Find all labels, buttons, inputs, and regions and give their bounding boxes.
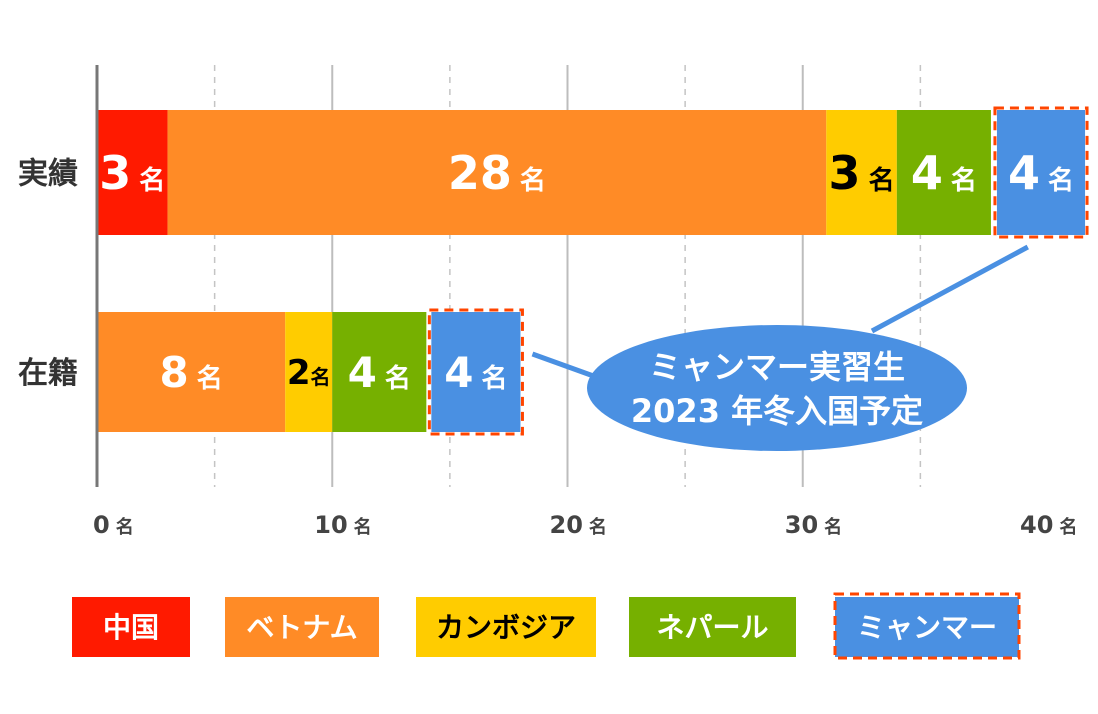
legend-label: ベトナム	[246, 611, 357, 644]
legend-swatch	[629, 597, 796, 657]
bar-segment	[97, 110, 168, 235]
data-label: 2名	[287, 353, 331, 393]
legend-label: カンボジア	[436, 611, 576, 644]
data-label-value: 2	[287, 353, 311, 393]
x-tick-unit: 名	[824, 516, 842, 538]
bar-segment	[167, 110, 827, 235]
data-label-value: 4	[911, 146, 943, 200]
data-label-unit: 名	[385, 363, 411, 394]
legend-label: ネパール	[656, 611, 768, 644]
bar-dashed-outline	[993, 106, 1089, 239]
data-label-value: 3	[99, 146, 131, 200]
legend-swatch	[72, 597, 190, 657]
data-label-value: 4	[444, 348, 473, 397]
callout-pointer	[870, 244, 1029, 334]
x-tick-value: 10	[314, 511, 347, 539]
callout-text: ミャンマー実習生	[649, 348, 905, 386]
x-tick-value: 20	[550, 511, 583, 539]
bar-segment	[285, 312, 333, 432]
data-label-unit: 名	[197, 363, 223, 394]
legend-label: ミャンマー	[857, 611, 997, 644]
callout-pointer	[531, 351, 600, 381]
data-label-value: 8	[159, 348, 188, 397]
callout-bubble	[587, 325, 967, 451]
legend-swatch	[225, 597, 379, 657]
data-label-value: 28	[448, 146, 512, 200]
x-tick-unit: 名	[354, 516, 372, 538]
data-label-unit: 名	[311, 365, 331, 389]
bar-segment	[97, 312, 286, 432]
data-label-unit: 名	[869, 165, 895, 196]
data-label-value: 4	[1008, 146, 1040, 200]
x-tick-unit: 名	[1059, 516, 1077, 538]
data-label-unit: 名	[520, 165, 546, 196]
callout: ミャンマー実習生 2023 年冬入国予定	[531, 244, 1029, 451]
bar-segment	[431, 312, 521, 432]
legend-item: 中国	[72, 597, 190, 657]
legend-item: ベトナム	[225, 597, 379, 657]
bar-segment	[996, 110, 1086, 235]
data-label-unit: 名	[951, 165, 977, 196]
legend-swatch	[416, 597, 596, 657]
x-tick-unit: 名	[116, 516, 134, 538]
x-tick-value: 40	[1020, 511, 1053, 539]
category-label: 在籍	[18, 356, 78, 391]
data-label-value: 4	[348, 348, 377, 397]
x-tick-value: 0	[93, 511, 110, 539]
data-label-unit: 名	[482, 363, 508, 394]
legend: 中国 ベトナム カンボジア ネパール ミャンマー	[72, 592, 1021, 660]
x-tick-label: 40 名	[1020, 511, 1077, 539]
legend-item: カンボジア	[416, 597, 596, 657]
legend-dashed-outline	[833, 592, 1021, 660]
data-label-unit: 名	[139, 165, 165, 196]
x-tick-label: 20 名	[550, 511, 607, 539]
x-tick-value: 30	[785, 511, 818, 539]
bar-dashed-outline	[427, 308, 524, 436]
legend-swatch	[835, 597, 1019, 657]
data-label-unit: 名	[1048, 165, 1074, 196]
callout-text: 2023 年冬入国予定	[631, 392, 923, 430]
bar-segment	[332, 312, 427, 432]
x-tick-label: 10 名	[314, 511, 371, 539]
bar-segment	[826, 110, 897, 235]
data-label: 28 名	[448, 146, 546, 200]
x-tick-label: 30 名	[785, 511, 842, 539]
legend-item: ミャンマー	[833, 592, 1021, 660]
bar-segment	[896, 110, 991, 235]
legend-label: 中国	[103, 611, 159, 644]
category-label: 実績	[18, 157, 78, 192]
bars: 3 名 28 名 3 名 4 名 4 名8 名 2名 4 名 4 名	[97, 106, 1089, 436]
x-tick-unit: 名	[589, 516, 607, 538]
legend-item: ネパール	[629, 597, 796, 657]
data-label-value: 3	[829, 146, 861, 200]
